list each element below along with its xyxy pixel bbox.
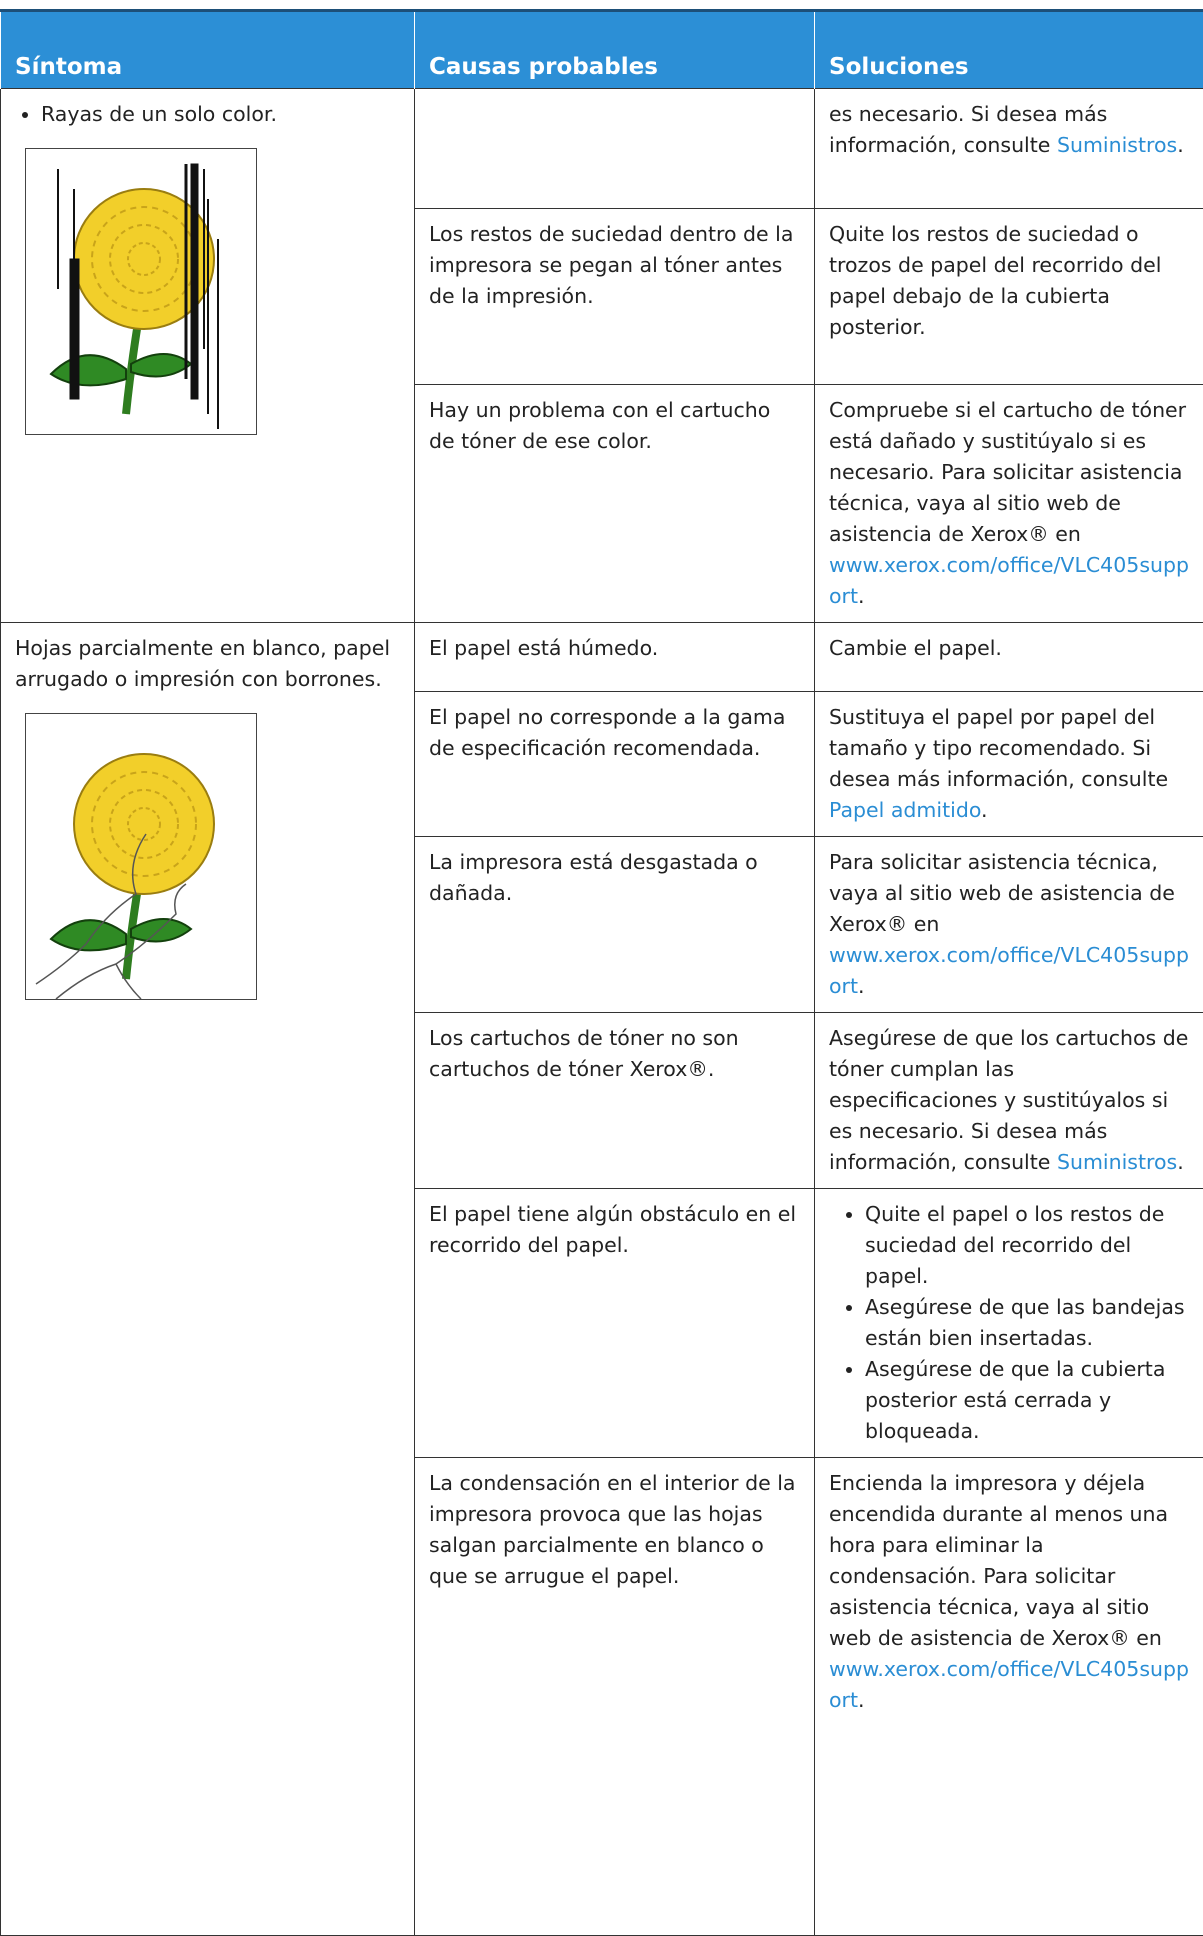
- solution-cell: Encienda la impresora y déjela encendida…: [815, 1458, 1203, 1936]
- solution-cell: Para solicitar asistencia técnica, vaya …: [815, 837, 1203, 1013]
- cause-text: El papel está húmedo.: [429, 636, 658, 660]
- streak-illustration: [25, 148, 257, 435]
- cause-text: La impresora está desgastada o dañada.: [429, 850, 758, 905]
- solution-cell: Compruebe si el cartucho de tóner está d…: [815, 385, 1203, 623]
- cause-cell: La condensación en el interior de la imp…: [415, 1458, 815, 1936]
- link[interactable]: Suministros: [1057, 1150, 1177, 1174]
- solution-text: Compruebe si el cartucho de tóner está d…: [829, 398, 1186, 546]
- cause-cell: Los restos de suciedad dentro de la impr…: [415, 209, 815, 385]
- solution-tail: .: [858, 1688, 865, 1712]
- link[interactable]: Suministros: [1057, 133, 1177, 157]
- symptom-list: Rayas de un solo color.: [15, 99, 400, 130]
- cause-text: El papel tiene algún obstáculo en el rec…: [429, 1202, 796, 1257]
- solution-cell: es necesario. Si desea más información, …: [815, 89, 1203, 209]
- cause-text: Los restos de suciedad dentro de la impr…: [429, 222, 793, 308]
- table-row: Rayas de un solo color. es necesario. Si…: [1, 89, 1203, 209]
- solution-list: Quite el papel o los restos de suciedad …: [829, 1199, 1189, 1447]
- solution-text: Sustituya el papel por papel del tamaño …: [829, 705, 1168, 791]
- link[interactable]: www.xerox.com/office/VLC405support: [829, 1657, 1189, 1712]
- cause-cell: [415, 89, 815, 209]
- solution-tail: .: [981, 798, 988, 822]
- cause-cell: Hay un problema con el cartucho de tóner…: [415, 385, 815, 623]
- symptom-text: Hojas parcialmente en blanco, papel arru…: [15, 633, 400, 695]
- solution-bullet: Asegúrese de que la cubierta posterior e…: [865, 1354, 1189, 1447]
- solution-text: Encienda la impresora y déjela encendida…: [829, 1471, 1168, 1650]
- symptom-text: Rayas de un solo color.: [41, 99, 400, 130]
- column-header: Soluciones: [815, 11, 1203, 89]
- solution-tail: .: [858, 584, 865, 608]
- cause-text: La condensación en el interior de la imp…: [429, 1471, 795, 1588]
- solution-cell: Asegúrese de que los cartuchos de tóner …: [815, 1013, 1203, 1189]
- solution-text: Cambie el papel.: [829, 636, 1002, 660]
- link[interactable]: www.xerox.com/office/VLC405support: [829, 943, 1189, 998]
- wrinkle-illustration: [25, 713, 257, 1000]
- solution-cell: Cambie el papel.: [815, 623, 1203, 692]
- solution-cell: Quite el papel o los restos de suciedad …: [815, 1189, 1203, 1458]
- cause-text: Los cartuchos de tóner no son cartuchos …: [429, 1026, 739, 1081]
- solution-text: Quite los restos de suciedad o trozos de…: [829, 222, 1161, 339]
- column-header: Síntoma: [1, 11, 415, 89]
- solution-bullet: Quite el papel o los restos de suciedad …: [865, 1199, 1189, 1292]
- solution-tail: .: [1177, 133, 1184, 157]
- symptom-cell: Hojas parcialmente en blanco, papel arru…: [1, 623, 415, 1936]
- solution-tail: .: [858, 974, 865, 998]
- cause-cell: Los cartuchos de tóner no son cartuchos …: [415, 1013, 815, 1189]
- column-header: Causas probables: [415, 11, 815, 89]
- cause-cell: La impresora está desgastada o dañada.: [415, 837, 815, 1013]
- solution-tail: .: [1177, 1150, 1184, 1174]
- symptom-cell: Rayas de un solo color.: [1, 89, 415, 623]
- solution-cell: Quite los restos de suciedad o trozos de…: [815, 209, 1203, 385]
- link[interactable]: www.xerox.com/office/VLC405support: [829, 553, 1189, 608]
- cause-cell: El papel no corresponde a la gama de esp…: [415, 692, 815, 837]
- solution-bullet: Asegúrese de que las bandejas están bien…: [865, 1292, 1189, 1354]
- cause-text: El papel no corresponde a la gama de esp…: [429, 705, 785, 760]
- cause-cell: El papel está húmedo.: [415, 623, 815, 692]
- cause-text: Hay un problema con el cartucho de tóner…: [429, 398, 770, 453]
- table-row: Hojas parcialmente en blanco, papel arru…: [1, 623, 1203, 692]
- solution-cell: Sustituya el papel por papel del tamaño …: [815, 692, 1203, 837]
- link[interactable]: Papel admitido: [829, 798, 981, 822]
- cause-cell: El papel tiene algún obstáculo en el rec…: [415, 1189, 815, 1458]
- solution-text: Para solicitar asistencia técnica, vaya …: [829, 850, 1175, 936]
